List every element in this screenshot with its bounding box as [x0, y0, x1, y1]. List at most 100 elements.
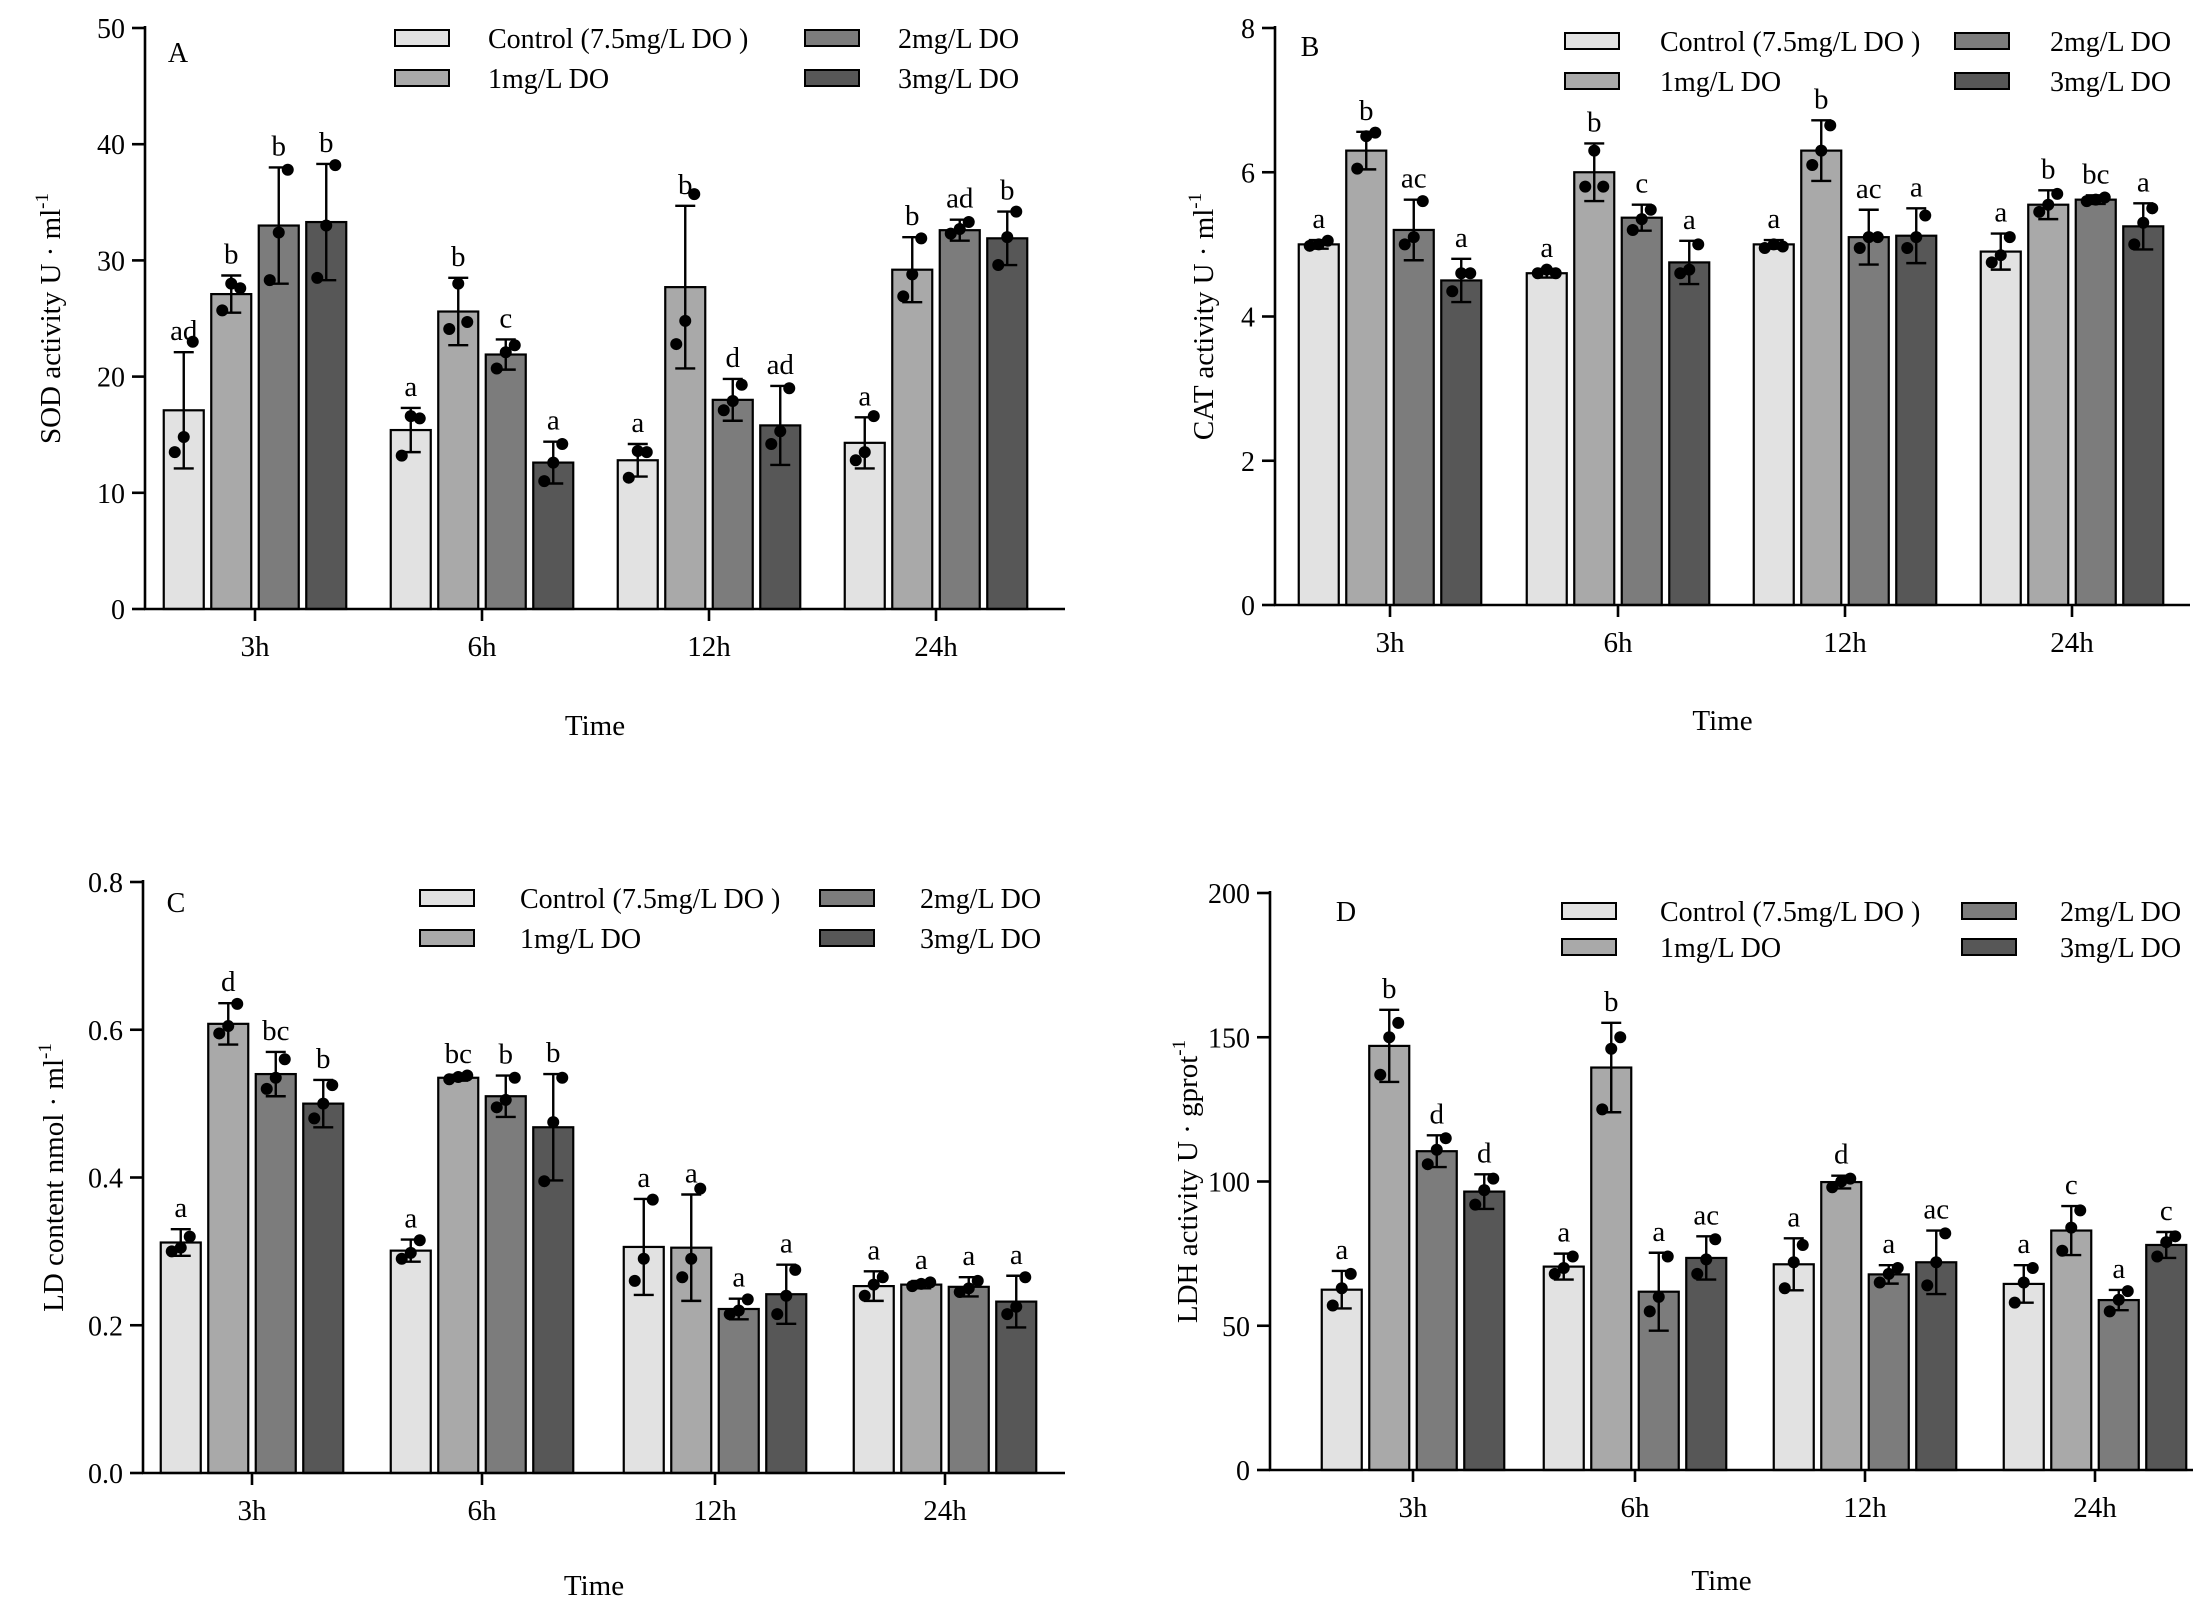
significance-letter: b	[1587, 106, 1602, 138]
data-point	[1776, 240, 1789, 253]
x-tick-label: 12h	[687, 631, 731, 663]
bar	[1415, 1150, 1458, 1472]
data-point	[2017, 1276, 2030, 1289]
data-point	[622, 471, 635, 484]
data-point	[1374, 1068, 1387, 1081]
data-point	[225, 277, 238, 290]
x-tick-label: 3h	[1376, 627, 1406, 659]
data-point	[1596, 1103, 1609, 1116]
data-point	[1312, 238, 1325, 251]
data-point	[867, 1278, 880, 1291]
bar	[1752, 243, 1795, 607]
data-point	[1921, 1279, 1934, 1292]
data-point	[741, 1293, 754, 1306]
y-tick-label: 50	[97, 14, 125, 45]
x-tick-label: 6h	[1604, 627, 1634, 659]
data-point	[1430, 1143, 1443, 1156]
significance-letter: a	[2137, 166, 2150, 198]
data-point	[1303, 239, 1316, 252]
data-point	[1383, 1031, 1396, 1044]
data-point	[1351, 162, 1364, 175]
data-point	[1873, 1276, 1886, 1289]
legend-label: 2mg/L DO	[898, 24, 1019, 55]
data-point	[1862, 231, 1875, 244]
legend-swatch	[394, 29, 450, 47]
data-point	[780, 1289, 793, 1302]
data-point	[1469, 1198, 1482, 1211]
data-point	[2121, 1285, 2134, 1298]
bar	[891, 268, 934, 611]
data-point	[1939, 1227, 1952, 1240]
bar	[1668, 261, 1711, 607]
data-point	[858, 446, 871, 459]
x-tick-label: 24h	[2073, 1492, 2117, 1524]
y-tick-label: 0.0	[88, 1459, 123, 1490]
legend-swatch	[1564, 72, 1620, 90]
data-point	[849, 454, 862, 467]
data-point	[1787, 1256, 1800, 1269]
data-point	[628, 1274, 641, 1287]
data-point	[2080, 195, 2093, 208]
significance-letter: a	[2017, 1228, 2030, 1260]
legend-label: 2mg/L DO	[2060, 897, 2181, 928]
data-point	[1019, 1271, 1032, 1284]
data-point	[177, 431, 190, 444]
significance-letter: bc	[445, 1038, 472, 1070]
data-point	[490, 362, 503, 375]
significance-letter: b	[1382, 973, 1397, 1005]
data-point	[1691, 1267, 1704, 1280]
data-point	[774, 425, 787, 438]
data-point	[168, 446, 181, 459]
data-point	[263, 274, 276, 287]
significance-letter: b	[546, 1037, 561, 1069]
data-point	[1446, 285, 1459, 298]
x-axis-label: Time	[1692, 705, 1752, 737]
data-point	[556, 1071, 569, 1084]
bar	[986, 237, 1029, 611]
legend-label: 3mg/L DO	[898, 64, 1019, 95]
legend-swatch	[804, 69, 860, 87]
panel-d: abdd3habaac6hadaac12hacac24h050100150200…	[1169, 879, 2193, 1597]
significance-letter: a	[404, 371, 417, 403]
data-point	[1407, 231, 1420, 244]
significance-letter: d	[1430, 1098, 1445, 1130]
data-point	[2098, 191, 2111, 204]
data-point	[2051, 187, 2064, 200]
data-point	[953, 1286, 966, 1299]
y-tick-label: 200	[1208, 879, 1250, 910]
y-axis-label-superscript: -1	[35, 1043, 56, 1059]
data-point	[269, 1071, 282, 1084]
data-point	[165, 1245, 178, 1258]
data-point	[1683, 263, 1696, 276]
data-point	[2128, 238, 2141, 251]
data-point	[186, 335, 199, 348]
data-point	[1579, 180, 1592, 193]
data-point	[735, 378, 748, 391]
significance-letter: d	[726, 342, 741, 374]
data-point	[1605, 1042, 1618, 1055]
data-point	[1835, 1175, 1848, 1188]
significance-letter: ad	[946, 183, 974, 215]
data-point	[1392, 1016, 1405, 1029]
x-tick-label: 24h	[923, 1495, 967, 1527]
data-point	[1901, 241, 1914, 254]
legend-label: 3mg/L DO	[2050, 67, 2171, 98]
x-tick-label: 3h	[241, 631, 271, 663]
data-point	[2160, 1236, 2173, 1249]
data-point	[971, 1274, 984, 1287]
significance-letter: c	[2160, 1195, 2173, 1227]
data-point	[1335, 1282, 1348, 1295]
bar	[1440, 279, 1483, 607]
x-tick-label: 24h	[914, 631, 958, 663]
data-point	[308, 1112, 321, 1125]
data-point	[2033, 205, 2046, 218]
data-point	[646, 1193, 659, 1206]
data-point	[461, 1069, 474, 1082]
significance-letter: a	[1994, 197, 2007, 229]
significance-letter: ac	[1856, 173, 1882, 205]
bar	[2050, 1229, 2093, 1472]
bar	[2145, 1243, 2188, 1472]
data-point	[174, 1241, 187, 1254]
data-point	[1674, 267, 1687, 280]
